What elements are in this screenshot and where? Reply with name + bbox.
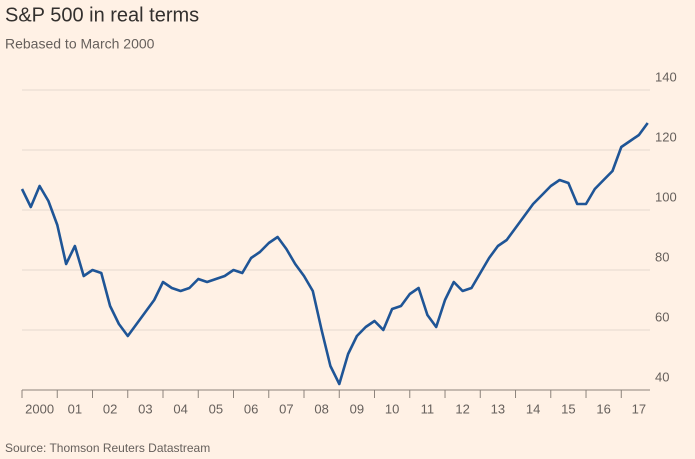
y-tick-label: 140 [655, 69, 677, 84]
x-tick-label: 2000 [25, 401, 54, 416]
chart-title: S&P 500 in real terms [5, 4, 199, 26]
y-tick-label: 60 [655, 309, 669, 324]
source: Source: Thomson Reuters Datastream [5, 441, 210, 455]
x-tick-label: 07 [279, 401, 293, 416]
x-tick-label: 04 [173, 401, 187, 416]
x-tick-label: 10 [385, 401, 399, 416]
chart-subtitle: Rebased to March 2000 [5, 36, 155, 52]
x-tick-label: 03 [138, 401, 152, 416]
x-tick-label: 17 [632, 401, 646, 416]
x-tick-label: 12 [455, 401, 469, 416]
x-tick-label: 08 [314, 401, 328, 416]
x-tick-label: 14 [526, 401, 540, 416]
y-tick-label: 120 [655, 129, 677, 144]
y-tick-label: 100 [655, 189, 677, 204]
x-tick-label: 01 [68, 401, 82, 416]
x-tick-label: 11 [421, 401, 435, 416]
line [20, 122, 649, 386]
y-tick-label: 80 [655, 249, 669, 264]
x-tick-label: 02 [103, 401, 117, 416]
x-tick-label: 16 [596, 401, 610, 416]
y-tick-label: 40 [655, 369, 669, 384]
x-tick-label: 15 [561, 401, 575, 416]
x-tick-label: 06 [244, 401, 258, 416]
x-tick-label: 05 [209, 401, 223, 416]
x-tick-label: 13 [491, 401, 505, 416]
x-tick-label: 09 [350, 401, 364, 416]
